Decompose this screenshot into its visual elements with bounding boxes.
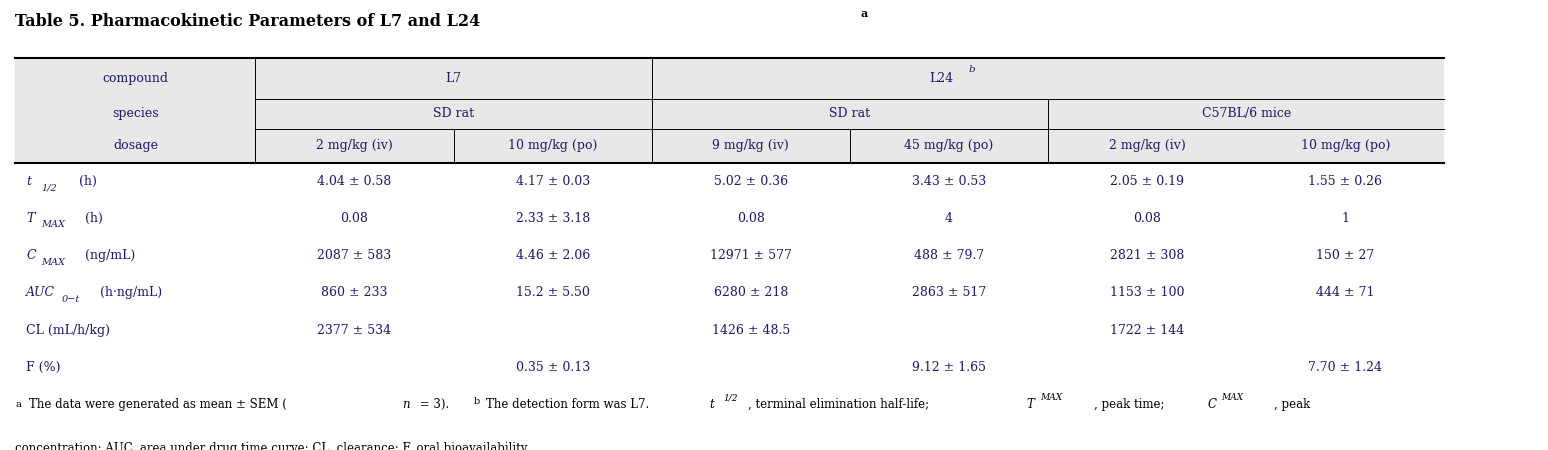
Text: compound: compound — [102, 72, 169, 85]
Text: 488 ± 79.7: 488 ± 79.7 — [913, 249, 985, 262]
Text: 0.08: 0.08 — [341, 212, 368, 225]
Text: 2863 ± 517: 2863 ± 517 — [912, 286, 986, 299]
Text: species: species — [111, 108, 159, 121]
Text: a: a — [15, 400, 22, 409]
Text: 4.17 ± 0.03: 4.17 ± 0.03 — [515, 175, 590, 188]
Text: AUC: AUC — [26, 286, 56, 299]
Text: , peak time;: , peak time; — [1094, 398, 1169, 411]
Bar — [15, 129, 1444, 162]
Text: 0.08: 0.08 — [1133, 212, 1161, 225]
Text: 4.04 ± 0.58: 4.04 ± 0.58 — [317, 175, 392, 188]
Text: Table 5. Pharmacokinetic Parameters of L7 and L24: Table 5. Pharmacokinetic Parameters of L… — [15, 13, 481, 30]
Text: 6280 ± 218: 6280 ± 218 — [714, 286, 788, 299]
Bar — [15, 162, 1444, 200]
Text: n: n — [402, 398, 410, 411]
Text: (ng/mL): (ng/mL) — [82, 249, 136, 262]
Text: 9 mg/kg (iv): 9 mg/kg (iv) — [712, 140, 789, 153]
Text: 45 mg/kg (po): 45 mg/kg (po) — [904, 140, 994, 153]
Bar — [15, 237, 1444, 274]
Text: CL (mL/h/kg): CL (mL/h/kg) — [26, 324, 110, 337]
Text: 150 ± 27: 150 ± 27 — [1316, 249, 1375, 262]
Bar — [15, 274, 1444, 311]
Text: L24: L24 — [929, 72, 954, 85]
Text: 4.46 ± 2.06: 4.46 ± 2.06 — [515, 249, 590, 262]
Bar — [15, 58, 1444, 99]
Text: 0.08: 0.08 — [737, 212, 765, 225]
Text: MAX: MAX — [1221, 393, 1243, 402]
Bar — [15, 349, 1444, 386]
Text: concentration; AUC, area under drug time curve; CL, clearance; F, oral bioavaila: concentration; AUC, area under drug time… — [15, 442, 529, 450]
Text: T: T — [1026, 398, 1034, 411]
Text: 1153 ± 100: 1153 ± 100 — [1110, 286, 1184, 299]
Bar — [15, 200, 1444, 237]
Text: 10 mg/kg (po): 10 mg/kg (po) — [1300, 140, 1390, 153]
Text: MAX: MAX — [42, 220, 65, 230]
Text: The detection form was L7.: The detection form was L7. — [486, 398, 653, 411]
Text: The data were generated as mean ± SEM (: The data were generated as mean ± SEM ( — [29, 398, 288, 411]
Text: F (%): F (%) — [26, 361, 60, 374]
Text: MAX: MAX — [42, 257, 65, 266]
Text: L7: L7 — [446, 72, 461, 85]
Text: C: C — [26, 249, 36, 262]
Bar — [15, 311, 1444, 349]
Text: 1.55 ± 0.26: 1.55 ± 0.26 — [1308, 175, 1382, 188]
Text: SD rat: SD rat — [433, 108, 474, 121]
Text: 1/2: 1/2 — [42, 183, 57, 192]
Text: 3.43 ± 0.53: 3.43 ± 0.53 — [912, 175, 986, 188]
Text: 10 mg/kg (po): 10 mg/kg (po) — [508, 140, 598, 153]
Text: 2821 ± 308: 2821 ± 308 — [1110, 249, 1184, 262]
Text: 1: 1 — [1341, 212, 1350, 225]
Text: b: b — [969, 65, 975, 74]
Text: C: C — [1207, 398, 1217, 411]
Text: MAX: MAX — [1040, 393, 1062, 402]
Text: 860 ± 233: 860 ± 233 — [322, 286, 387, 299]
Text: a: a — [861, 8, 868, 19]
Text: 0.35 ± 0.13: 0.35 ± 0.13 — [515, 361, 590, 374]
Text: 12971 ± 577: 12971 ± 577 — [711, 249, 791, 262]
Text: 2.33 ± 3.18: 2.33 ± 3.18 — [515, 212, 590, 225]
Text: 1426 ± 48.5: 1426 ± 48.5 — [712, 324, 789, 337]
Text: 2.05 ± 0.19: 2.05 ± 0.19 — [1110, 175, 1184, 188]
Text: t: t — [709, 398, 714, 411]
Text: , peak: , peak — [1274, 398, 1310, 411]
Text: , terminal elimination half-life;: , terminal elimination half-life; — [748, 398, 932, 411]
Text: dosage: dosage — [113, 140, 158, 153]
Text: 2377 ± 534: 2377 ± 534 — [317, 324, 392, 337]
Text: 2 mg/kg (iv): 2 mg/kg (iv) — [1108, 140, 1186, 153]
Text: 4: 4 — [944, 212, 954, 225]
Text: b: b — [474, 397, 480, 406]
Text: T: T — [26, 212, 34, 225]
Bar — [15, 99, 1444, 129]
Text: 9.12 ± 1.65: 9.12 ± 1.65 — [912, 361, 986, 374]
Text: C57BL/6 mice: C57BL/6 mice — [1201, 108, 1291, 121]
Text: 1/2: 1/2 — [723, 393, 737, 402]
Text: = 3).: = 3). — [416, 398, 457, 411]
Text: t: t — [26, 175, 31, 188]
Text: 15.2 ± 5.50: 15.2 ± 5.50 — [515, 286, 590, 299]
Text: 7.70 ± 1.24: 7.70 ± 1.24 — [1308, 361, 1382, 374]
Text: 2087 ± 583: 2087 ± 583 — [317, 249, 392, 262]
Text: (h): (h) — [74, 175, 98, 188]
Text: 1722 ± 144: 1722 ± 144 — [1110, 324, 1184, 337]
Text: 5.02 ± 0.36: 5.02 ± 0.36 — [714, 175, 788, 188]
Text: 2 mg/kg (iv): 2 mg/kg (iv) — [316, 140, 393, 153]
Text: (h): (h) — [82, 212, 104, 225]
Text: 444 ± 71: 444 ± 71 — [1316, 286, 1375, 299]
Text: (h·ng/mL): (h·ng/mL) — [96, 286, 163, 299]
Text: 0−t: 0−t — [62, 295, 80, 304]
Text: SD rat: SD rat — [830, 108, 870, 121]
